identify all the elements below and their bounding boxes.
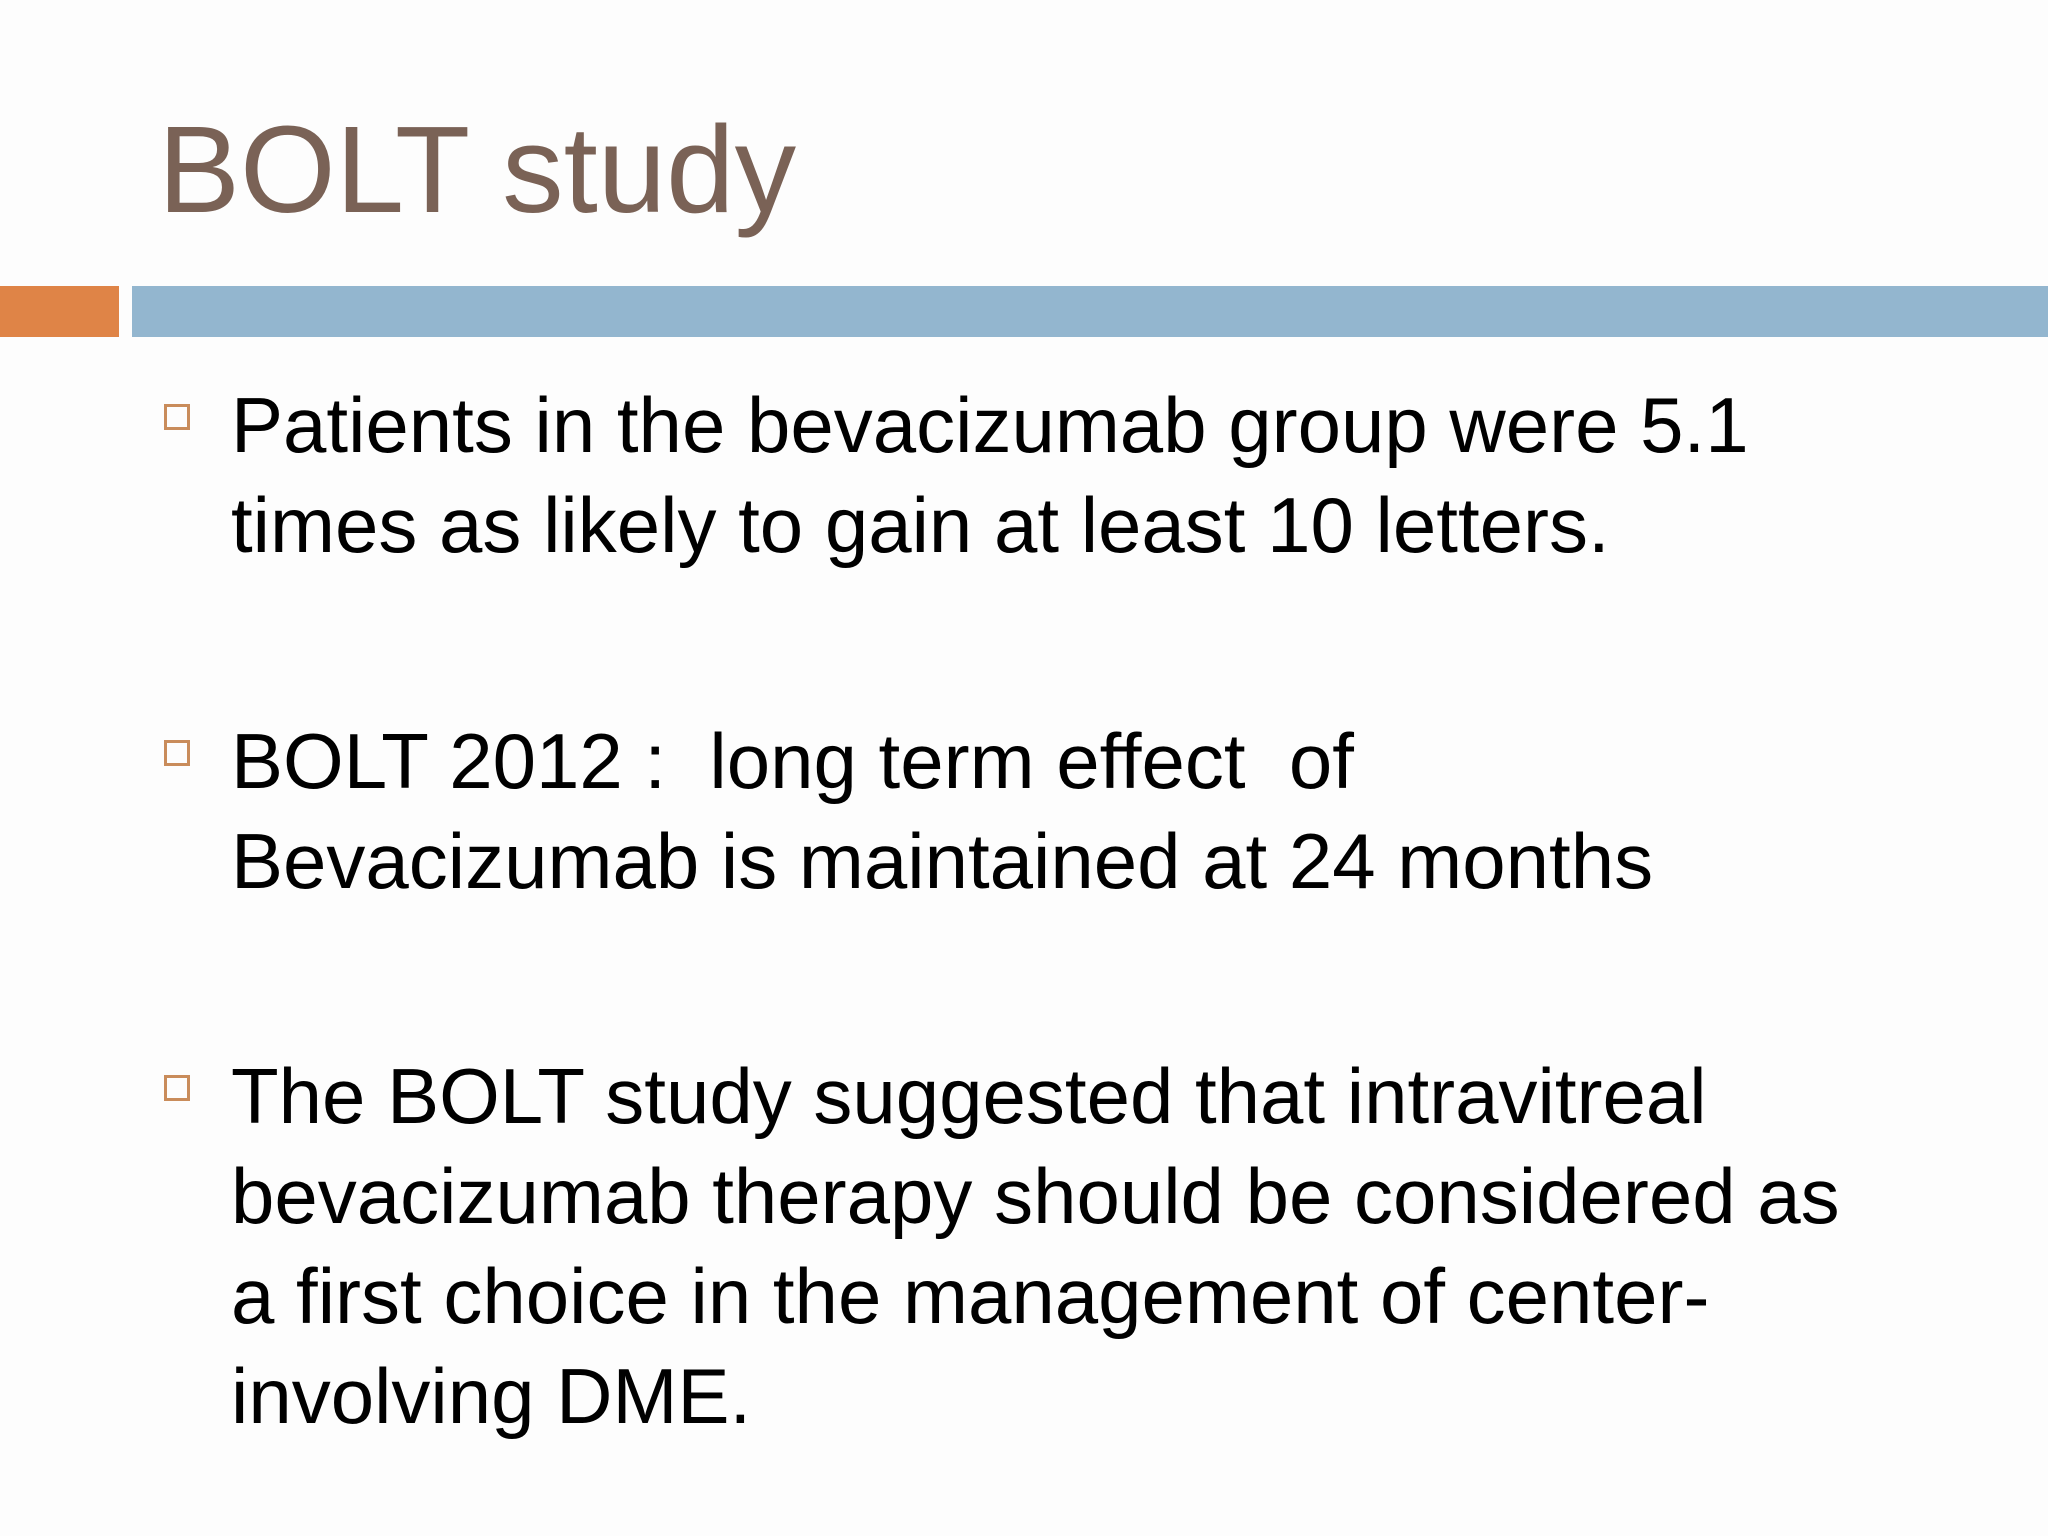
bullet-line: bevacizumab therapy should be considered… [231,1152,1840,1240]
bullet-text: Patients in the bevacizumab group were 5… [231,375,1931,575]
slide-title: BOLT study [158,102,797,239]
bullet-line: The BOLT study suggested that intravitre… [231,1052,1707,1140]
bullet-line: BOLT 2012 : long term effect of [231,717,1354,805]
hollow-square-bullet-icon [164,1075,190,1101]
bullet-text: The BOLT study suggested that intravitre… [231,1046,1931,1446]
accent-bar [0,286,119,337]
hollow-square-bullet-icon [164,404,190,430]
hollow-square-bullet-icon [164,740,190,766]
bullet-line: a first choice in the management of cent… [231,1252,1710,1340]
title-rule-bar [132,286,2048,337]
bullet-text: BOLT 2012 : long term effect of Bevacizu… [231,711,1931,911]
bullet-line: times as likely to gain at least 10 lett… [231,481,1610,569]
bullet-line: Bevacizumab is maintained at 24 months [231,817,1654,905]
bullet-line: involving DME. [231,1352,752,1440]
bullet-line: Patients in the bevacizumab group were 5… [231,381,1749,469]
